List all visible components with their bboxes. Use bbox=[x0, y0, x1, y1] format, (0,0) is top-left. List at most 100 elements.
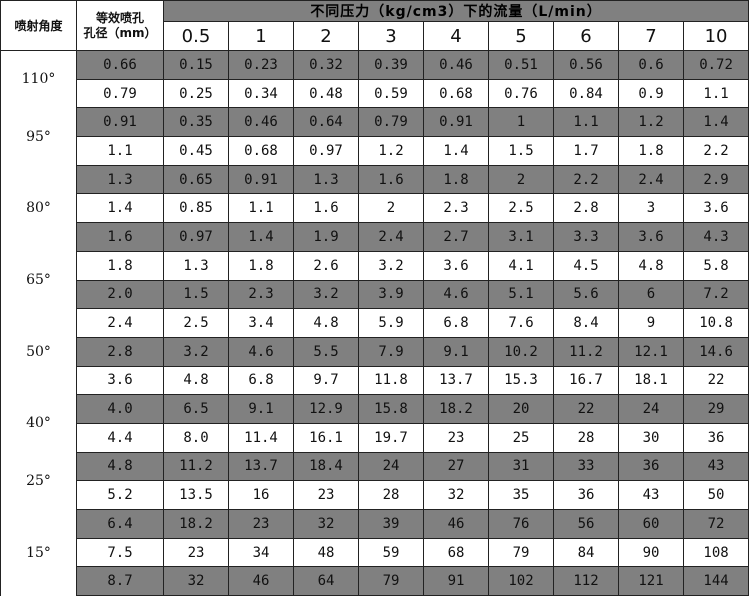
flow-rate-cell: 3.6 bbox=[423, 250, 489, 281]
flow-rate-cell: 19.7 bbox=[358, 422, 424, 453]
spray-angle-cell: 65° bbox=[0, 251, 77, 309]
flow-rate-cell: 1 bbox=[488, 107, 554, 138]
flow-rate-cell: 1.7 bbox=[553, 136, 619, 166]
flow-rate-cell: 36 bbox=[553, 480, 619, 510]
table-row: 7.5 23 34 48 59 68 79 84 90 108 bbox=[1, 537, 750, 568]
flow-rate-cell: 11.2 bbox=[553, 336, 619, 367]
flow-rate-cell: 79 bbox=[358, 566, 424, 597]
flow-rate-cell: 0.85 bbox=[163, 193, 229, 224]
flow-rate-cell: 7.9 bbox=[358, 336, 424, 367]
flow-rate-cell: 1.8 bbox=[228, 250, 294, 281]
flow-rate-cell: 3.6 bbox=[618, 222, 684, 252]
flow-rate-cell: 43 bbox=[682, 451, 750, 482]
flow-rate-cell: 0.15 bbox=[163, 50, 229, 80]
pressure-header-cell: 10 bbox=[682, 21, 750, 51]
orifice-diameter-cell: 2.8 bbox=[76, 336, 164, 367]
orifice-diameter-cell: 1.4 bbox=[76, 193, 164, 224]
flow-rate-cell: 2.6 bbox=[293, 250, 359, 281]
flow-rate-cell: 0.68 bbox=[228, 136, 294, 166]
flow-rate-cell: 4.3 bbox=[682, 222, 750, 252]
table-row: 15° 6.4 18.2 23 32 39 46 76 56 60 72 bbox=[0, 509, 750, 596]
flow-rate-cell: 2.2 bbox=[553, 164, 619, 195]
pressure-header-row: 0.5 1 2 3 4 5 6 7 10 bbox=[1, 21, 750, 51]
flow-rate-cell: 6.8 bbox=[423, 308, 489, 338]
flow-rate-cell: 0.39 bbox=[358, 50, 424, 80]
flow-rate-cell: 7.6 bbox=[488, 308, 554, 338]
flow-rate-cell: 0.59 bbox=[358, 78, 424, 109]
flow-rate-cell: 6.5 bbox=[163, 394, 229, 424]
table-row: 25° 4.8 11.2 13.7 18.4 24 27 31 33 36 43 bbox=[0, 451, 750, 510]
orifice-diameter-header-line1: 等效喷孔 bbox=[95, 10, 144, 25]
flow-rate-cell: 3.2 bbox=[163, 336, 229, 367]
flow-rate-cell: 34 bbox=[228, 537, 294, 568]
flow-rate-cell: 1.2 bbox=[618, 107, 684, 138]
flow-rate-cell: 79 bbox=[488, 537, 554, 568]
flow-rate-cell: 102 bbox=[488, 566, 554, 597]
flow-rate-cell: 56 bbox=[553, 509, 619, 539]
flow-rate-cell: 8.0 bbox=[163, 422, 229, 453]
flow-rate-cell: 4.8 bbox=[293, 308, 359, 338]
flow-rate-cell: 0.72 bbox=[682, 50, 750, 80]
flow-rate-cell: 1.8 bbox=[618, 136, 684, 166]
table-row: 65° 1.8 1.3 1.8 2.6 3.2 3.6 4.1 4.5 4.8 5.8 bbox=[0, 250, 750, 309]
flow-rate-cell: 1.4 bbox=[423, 136, 489, 166]
orifice-diameter-cell: 2.4 bbox=[76, 308, 164, 338]
flow-rate-cell: 1.4 bbox=[228, 222, 294, 252]
flow-rate-cell: 24 bbox=[618, 394, 684, 424]
orifice-diameter-header: 等效喷孔 孔径（mm） bbox=[76, 0, 164, 51]
flow-rate-cell: 10.2 bbox=[488, 336, 554, 367]
flow-rate-cell: 2.7 bbox=[423, 222, 489, 252]
flow-rate-body: 110° 0.66 0.15 0.23 0.32 0.39 0.46 0.51 0.56 0.6 0… bbox=[0, 50, 750, 597]
flow-rate-cell: 9.7 bbox=[293, 365, 359, 396]
table-row: 50° 2.4 2.5 3.4 4.8 5.9 6.8 7.6 8.4 9 10.8 bbox=[0, 308, 750, 395]
flow-rate-cell: 0.91 bbox=[423, 107, 489, 138]
flow-rate-cell: 25 bbox=[488, 422, 554, 453]
flow-rate-cell: 60 bbox=[618, 509, 684, 539]
table-row: 8.7 32 46 64 79 91 102 112 121 144 bbox=[1, 566, 750, 597]
orifice-diameter-cell: 6.4 bbox=[76, 509, 164, 539]
flow-rate-cell: 84 bbox=[553, 537, 619, 568]
flow-rate-cell: 76 bbox=[488, 509, 554, 539]
flow-rate-cell: 3.9 bbox=[358, 279, 424, 310]
orifice-diameter-cell: 5.2 bbox=[76, 480, 164, 510]
pressure-header-cell: 1 bbox=[228, 21, 294, 51]
flow-rate-cell: 0.91 bbox=[228, 164, 294, 195]
flow-rate-cell: 48 bbox=[293, 537, 359, 568]
flow-rate-cell: 2 bbox=[488, 164, 554, 195]
flow-rate-cell: 8.4 bbox=[553, 308, 619, 338]
pressure-header-cell: 0.5 bbox=[163, 21, 229, 51]
flow-rate-cell: 35 bbox=[488, 480, 554, 510]
table-row: 80° 1.3 0.65 0.91 1.3 1.6 1.8 2 2.2 2.4 2.9 bbox=[0, 164, 750, 252]
flow-rate-cell: 121 bbox=[618, 566, 684, 597]
flow-rate-cell: 4.8 bbox=[163, 365, 229, 396]
flow-rate-cell: 68 bbox=[423, 537, 489, 568]
flow-rate-cell: 50 bbox=[682, 480, 750, 510]
flow-rate-cell: 2.2 bbox=[682, 136, 750, 166]
flow-rate-cell: 2 bbox=[358, 193, 424, 224]
table-row: 1.1 0.45 0.68 0.97 1.2 1.4 1.5 1.7 1.8 2.2 bbox=[1, 136, 750, 166]
flow-rate-cell: 1.5 bbox=[163, 279, 229, 310]
flow-rate-cell: 28 bbox=[553, 422, 619, 453]
flow-rate-cell: 2.8 bbox=[553, 193, 619, 224]
flow-rate-cell: 15.3 bbox=[488, 365, 554, 396]
flow-rate-cell: 5.1 bbox=[488, 279, 554, 310]
flow-rate-cell: 4.6 bbox=[423, 279, 489, 310]
flow-rate-cell: 2.3 bbox=[228, 279, 294, 310]
flow-rate-cell: 12.9 bbox=[293, 394, 359, 424]
flow-rate-cell: 39 bbox=[358, 509, 424, 539]
flow-rate-cell: 3.4 bbox=[228, 308, 294, 338]
flow-rate-cell: 4.1 bbox=[488, 250, 554, 281]
orifice-diameter-cell: 1.8 bbox=[76, 250, 164, 281]
table-row: 5.2 13.5 16 23 28 32 35 36 43 50 bbox=[1, 480, 750, 510]
flow-rate-cell: 108 bbox=[682, 537, 750, 568]
flow-rate-cell: 0.84 bbox=[553, 78, 619, 109]
orifice-diameter-cell: 2.0 bbox=[76, 279, 164, 310]
table-row: 110° 0.66 0.15 0.23 0.32 0.39 0.46 0.51 0.56 0.6 0… bbox=[0, 50, 750, 108]
flow-rate-cell: 5.6 bbox=[553, 279, 619, 310]
flow-rate-cell: 3.3 bbox=[553, 222, 619, 252]
flow-rate-cell: 0.35 bbox=[163, 107, 229, 138]
flow-rate-cell: 14.6 bbox=[682, 336, 750, 367]
flow-rate-cell: 20 bbox=[488, 394, 554, 424]
table-row: 4.4 8.0 11.4 16.1 19.7 23 25 28 30 36 bbox=[1, 422, 750, 453]
flow-rate-cell: 4.8 bbox=[618, 250, 684, 281]
